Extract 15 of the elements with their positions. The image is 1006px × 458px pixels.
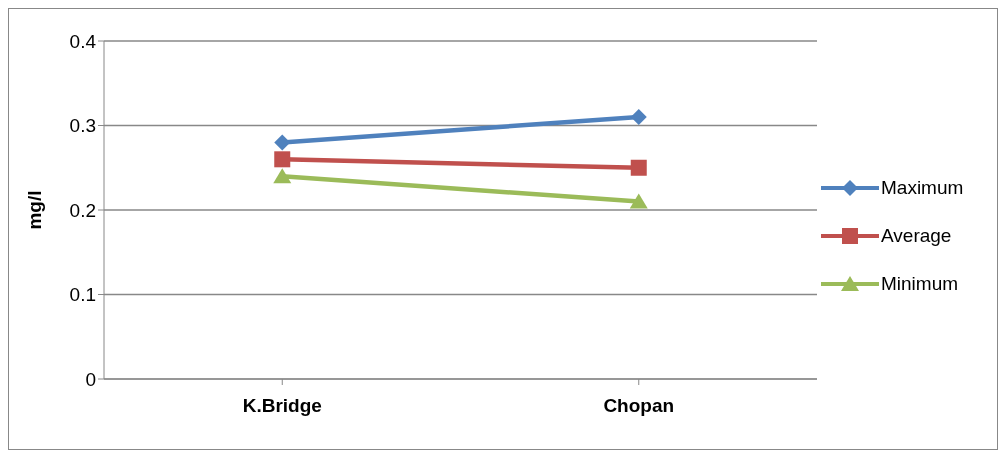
y-tick-label: 0.4 <box>69 30 97 52</box>
point <box>630 109 647 126</box>
legend-label: Maximum <box>881 177 964 199</box>
point <box>274 151 291 168</box>
y-tick-label: 0 <box>85 368 96 390</box>
y-axis-title: mg/l <box>23 190 45 230</box>
x-tick-label: K.Bridge <box>242 395 322 417</box>
y-tick-label: 0.1 <box>69 284 96 306</box>
legend-label: Average <box>881 225 952 247</box>
point <box>630 159 647 176</box>
y-tick-label: 0.3 <box>69 115 96 137</box>
y-tick-label: 0.2 <box>69 199 96 221</box>
legend-label: Minimum <box>881 273 959 295</box>
x-tick-label: Chopan <box>603 395 675 417</box>
point <box>274 134 291 151</box>
